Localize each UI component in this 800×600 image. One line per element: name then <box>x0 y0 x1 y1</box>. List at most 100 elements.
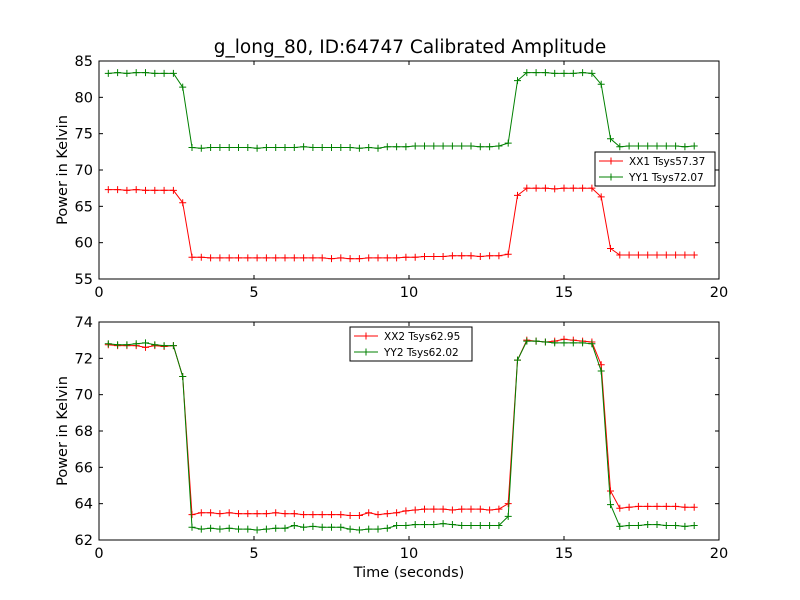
data-point-marker <box>160 69 168 77</box>
data-point-marker <box>253 144 261 152</box>
data-point-marker <box>328 511 335 519</box>
x-tick-label: 10 <box>400 546 418 562</box>
y-tick-label: 65 <box>75 199 93 215</box>
data-point-marker <box>411 506 419 514</box>
data-point-marker <box>625 142 633 150</box>
data-point-marker <box>569 339 577 347</box>
y-tick-label: 80 <box>75 90 93 106</box>
data-point-marker <box>207 143 215 151</box>
data-point-marker <box>681 251 689 259</box>
data-point-marker <box>560 184 568 192</box>
panel-1: 0 5 10 15 20 55 60 65 70 75 80 85 Power in Kelvin XX1… <box>55 54 728 301</box>
data-point-marker <box>374 144 382 152</box>
data-point-marker <box>365 143 373 151</box>
data-point-marker <box>607 244 614 252</box>
data-point-marker <box>448 521 456 529</box>
data-point-marker <box>169 342 177 350</box>
data-point-marker <box>114 69 122 77</box>
data-point-marker <box>262 254 270 262</box>
data-point-marker <box>690 251 698 259</box>
data-point-marker <box>262 510 270 518</box>
data-point-marker <box>235 525 242 533</box>
data-point-marker <box>207 509 215 517</box>
data-point-marker <box>383 254 391 262</box>
data-point-marker <box>607 501 614 509</box>
data-point-marker <box>504 250 512 258</box>
data-point-marker <box>486 143 494 151</box>
x-tick-label: 20 <box>710 546 728 562</box>
y-tick-label: 55 <box>75 272 93 288</box>
legend-swatch-marker <box>607 157 615 165</box>
y-tick-label: 64 <box>75 497 93 513</box>
data-point-marker <box>421 521 428 529</box>
data-point-marker <box>309 522 317 530</box>
data-point-marker <box>672 251 680 259</box>
data-point-marker <box>625 251 633 259</box>
data-point-marker <box>123 341 131 349</box>
data-point-marker <box>393 521 401 529</box>
data-point-marker <box>486 252 494 260</box>
data-point-marker <box>300 143 308 151</box>
data-point-marker <box>142 339 149 347</box>
legend-entry-label: XX1 Tsys57.37 <box>629 156 705 168</box>
data-point-marker <box>244 510 252 518</box>
data-point-marker <box>448 506 456 514</box>
series-2 <box>104 69 698 152</box>
data-point-marker <box>244 143 252 151</box>
data-point-marker <box>300 511 308 519</box>
data-point-marker <box>179 199 187 207</box>
data-point-marker <box>672 502 680 510</box>
data-point-marker <box>281 524 289 532</box>
data-point-marker <box>104 186 112 194</box>
data-point-marker <box>411 253 419 261</box>
data-point-marker <box>569 184 577 192</box>
data-point-marker <box>690 503 698 511</box>
data-point-marker <box>504 500 512 508</box>
data-point-marker <box>309 254 317 262</box>
y-axis-label: Power in Kelvin <box>55 376 71 486</box>
data-point-marker <box>318 254 326 262</box>
data-point-marker <box>197 509 205 517</box>
data-point-marker <box>393 509 401 517</box>
data-point-marker <box>653 251 661 259</box>
data-point-marker <box>588 340 596 348</box>
data-point-marker <box>672 521 680 529</box>
data-point-marker <box>337 511 345 519</box>
data-point-marker <box>579 69 587 77</box>
data-point-marker <box>179 373 187 380</box>
data-point-marker <box>188 511 196 519</box>
data-point-marker <box>514 356 521 364</box>
data-point-marker <box>290 254 298 262</box>
y-tick-label: 85 <box>75 54 93 70</box>
y-tick-label: 75 <box>75 127 93 143</box>
data-point-marker <box>253 510 261 518</box>
data-point-marker <box>579 339 587 347</box>
data-point-marker <box>532 337 540 345</box>
legend-entry-label: YY2 Tsys62.02 <box>383 347 459 359</box>
data-point-marker <box>653 502 661 510</box>
data-point-marker <box>495 505 503 513</box>
data-point-marker <box>318 143 326 151</box>
data-point-marker <box>290 143 298 151</box>
data-point-marker <box>132 69 140 77</box>
data-point-marker <box>551 339 559 347</box>
data-point-marker <box>374 254 382 262</box>
data-point-marker <box>616 522 624 530</box>
data-point-marker <box>328 143 335 151</box>
data-point-marker <box>532 184 540 192</box>
data-point-marker <box>421 505 428 513</box>
data-point-marker <box>504 139 512 147</box>
data-point-marker <box>504 512 512 520</box>
data-point-marker <box>235 254 242 262</box>
y-tick-label: 62 <box>75 533 93 549</box>
data-point-marker <box>244 254 252 262</box>
data-point-marker <box>151 341 159 349</box>
data-point-marker <box>439 520 447 528</box>
data-point-marker <box>272 143 280 151</box>
data-point-marker <box>486 521 494 529</box>
data-point-marker <box>346 143 354 151</box>
data-point-marker <box>458 142 466 150</box>
data-point-marker <box>439 142 447 150</box>
data-point-marker <box>337 254 345 262</box>
x-tick-label: 10 <box>400 285 418 301</box>
